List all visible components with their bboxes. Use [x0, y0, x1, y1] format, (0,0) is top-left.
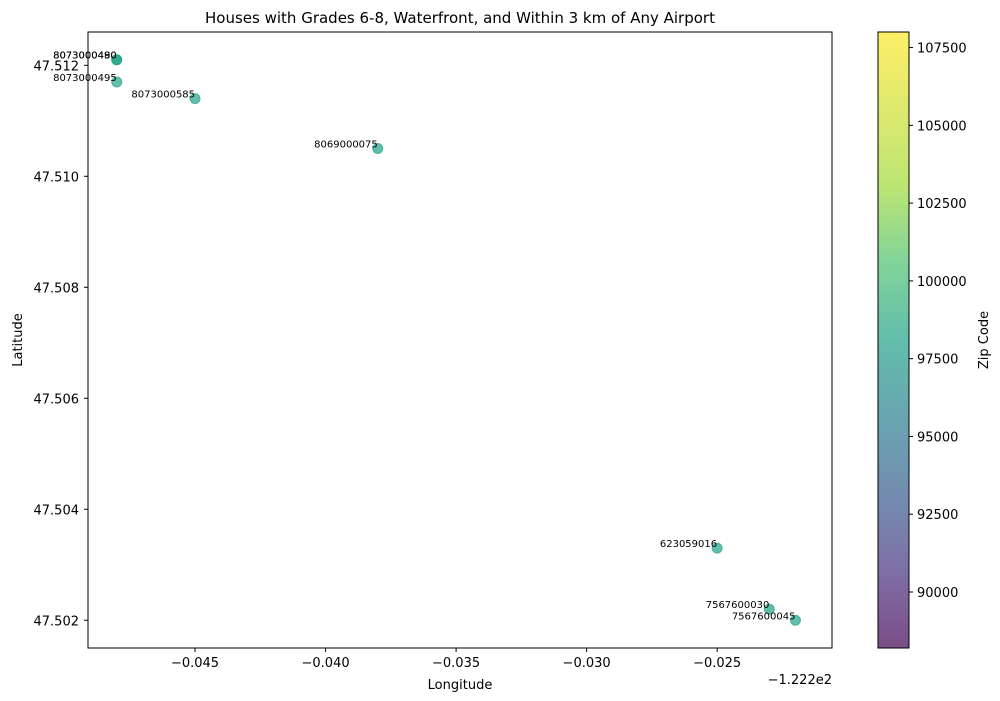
y-tick-label: 47.510: [34, 170, 80, 185]
colorbar-tick-label: 90000: [917, 586, 958, 601]
colorbar-tick-label: 92500: [917, 508, 958, 523]
chart-title: Houses with Grades 6-8, Waterfront, and …: [205, 9, 715, 27]
y-tick-label: 47.508: [34, 281, 80, 296]
x-tick-label: −0.025: [693, 656, 741, 671]
scatter-point: [711, 542, 723, 554]
colorbar-tick-label: 97500: [917, 353, 958, 368]
y-tick-label: 47.504: [34, 503, 80, 518]
point-label: 8073000585: [131, 90, 195, 101]
colorbar-frame: [877, 31, 910, 649]
data-points: [111, 54, 801, 626]
plot-area: [87, 31, 833, 649]
point-label: 8073000495: [53, 73, 117, 84]
colorbar-ticks: 90000 92500 95000 97500 100000 102500 105000 10…: [909, 42, 967, 601]
point-label: 7567600030: [706, 600, 770, 611]
point-label: 623059016: [660, 539, 717, 550]
scatter-point: [372, 143, 384, 155]
y-axis-label: Latitude: [11, 313, 26, 367]
y-axis-ticks: 47.502 47.504 47.506 47.508 47.510 47.512: [34, 59, 88, 629]
colorbar: [878, 32, 909, 648]
y-tick-label: 47.506: [34, 392, 80, 407]
scatter-point: [189, 93, 201, 105]
y-tick-label: 47.502: [34, 614, 80, 629]
scatter-point: [789, 614, 801, 626]
x-tick-label: −0.030: [563, 656, 611, 671]
x-tick-label: −0.040: [302, 656, 350, 671]
x-axis-offset-label: −1.222e2: [768, 673, 832, 688]
scatter-point: [111, 54, 123, 66]
colorbar-tick-label: 102500: [917, 197, 967, 212]
colorbar-tick-label: 95000: [917, 430, 958, 445]
scatter-point: [111, 76, 123, 88]
y-tick-label: 47.512: [34, 59, 80, 74]
x-axis-label: Longitude: [428, 678, 493, 693]
x-axis-ticks: −0.045 −0.040 −0.035 −0.030 −0.025: [171, 648, 741, 671]
x-tick-label: −0.035: [432, 656, 480, 671]
colorbar-tick-label: 100000: [917, 275, 967, 290]
x-tick-label: −0.045: [171, 656, 219, 671]
colorbar-tick-label: 105000: [917, 119, 967, 134]
point-label: 8069000075: [314, 140, 378, 151]
colorbar-tick-label: 107500: [917, 42, 967, 57]
scatter-point: [763, 603, 775, 615]
colorbar-label: Zip Code: [977, 311, 992, 369]
point-label: 7567600045: [732, 611, 796, 622]
point-label: 8073000490: [53, 51, 117, 62]
point-label: 8073000480: [53, 51, 117, 62]
